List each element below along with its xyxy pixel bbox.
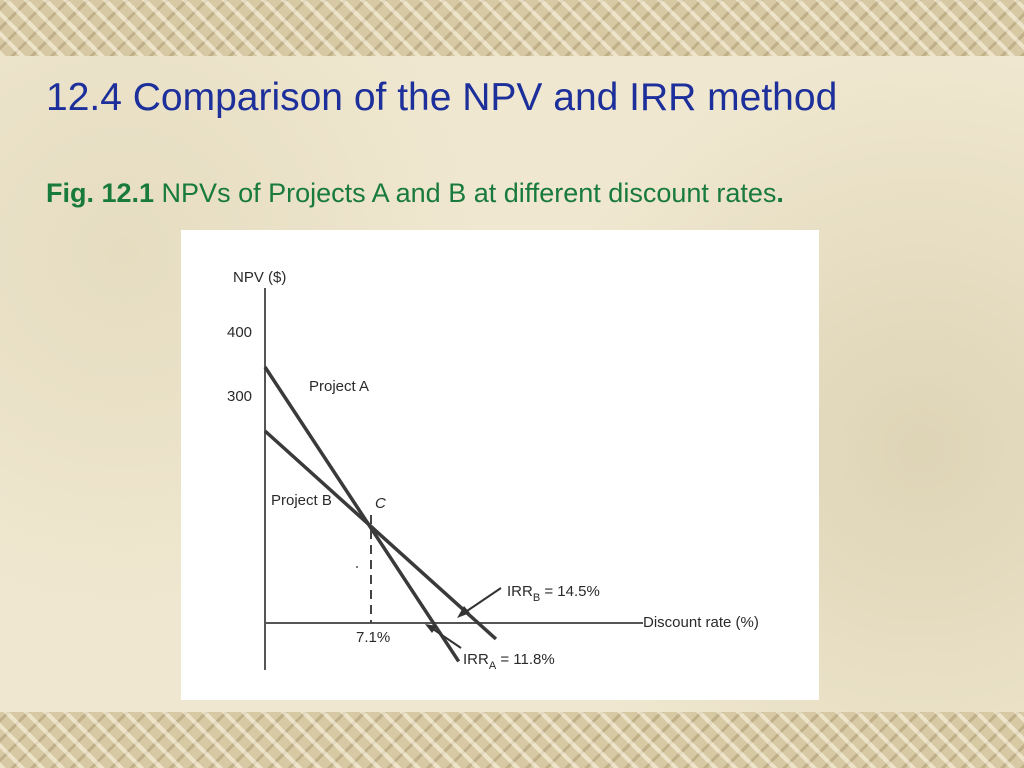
irr-a-label: IRRA = 11.8% xyxy=(463,651,555,672)
slide-title: 12.4 Comparison of the NPV and IRR metho… xyxy=(46,76,838,119)
bottom-decorative-border xyxy=(0,712,1024,768)
crossover-point-label: C xyxy=(375,495,386,512)
irr-b-subscript: B xyxy=(533,592,540,604)
figure-caption: Fig. 12.1 NPVs of Projects A and B at di… xyxy=(46,178,784,209)
x-axis-label: Discount rate (%) xyxy=(643,614,759,631)
irr-a-arrowhead xyxy=(425,624,437,633)
figure-caption-text: NPVs of Projects A and B at different di… xyxy=(154,178,777,208)
irr-b-label: IRRB = 14.5% xyxy=(507,583,600,604)
irr-b-value: = 14.5% xyxy=(540,583,600,600)
project-b-line xyxy=(263,429,498,641)
top-decorative-border xyxy=(0,0,1024,56)
irr-b-text: IRR xyxy=(507,583,533,600)
npv-chart: NPV ($) Discount rate (%) 400 300 Projec… xyxy=(227,269,759,672)
npv-chart-panel: NPV ($) Discount rate (%) 400 300 Projec… xyxy=(181,230,819,700)
irr-b-leader-line xyxy=(463,587,502,614)
irr-a-subscript: A xyxy=(489,660,497,672)
irr-a-leader-line xyxy=(429,626,462,649)
y-tick-400: 400 xyxy=(227,324,252,341)
figure-caption-end: . xyxy=(776,178,784,208)
project-a-line xyxy=(263,366,461,663)
stray-dot xyxy=(356,566,358,568)
y-tick-300: 300 xyxy=(227,388,252,405)
project-a-label: Project A xyxy=(309,378,369,395)
crossover-rate-label: 7.1% xyxy=(356,629,390,646)
y-axis-label: NPV ($) xyxy=(233,269,286,286)
project-b-label: Project B xyxy=(271,492,332,509)
irr-a-value: = 11.8% xyxy=(496,651,555,668)
figure-label: Fig. 12.1 xyxy=(46,178,155,208)
irr-a-text: IRR xyxy=(463,651,489,668)
irr-b-arrowhead xyxy=(457,606,470,618)
